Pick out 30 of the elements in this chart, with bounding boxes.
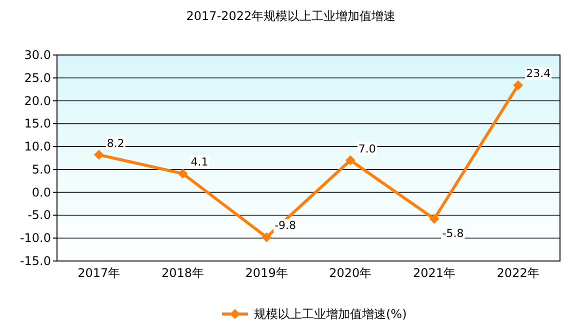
data-label: -5.8	[442, 226, 464, 240]
y-tick-label: 15.0	[24, 116, 51, 131]
point	[513, 80, 524, 90]
point	[429, 214, 440, 224]
y-tick-label: 5.0	[32, 162, 51, 176]
point	[262, 232, 272, 242]
data-label: -9.8	[274, 219, 296, 232]
y-tick-label: -10.0	[20, 231, 51, 246]
x-tick-label: 2020年	[329, 266, 372, 280]
y-tick-label: 25.0	[24, 70, 51, 85]
x-tick-label: 2018年	[161, 266, 204, 280]
y-tick-label: 30.0	[24, 48, 51, 62]
y-tick-label: -5.0	[28, 208, 51, 222]
y-tick-label: 10.0	[24, 140, 51, 154]
x-tick-label: 2021年	[412, 266, 456, 280]
y-tick-label: 0.0	[32, 185, 51, 200]
y-tick-label: -15.0	[20, 254, 51, 268]
chart-title: 2017-2022年规模以上工业增加值增速	[186, 9, 396, 23]
data-label: 4.1	[190, 156, 208, 169]
x-tick-label: 2019年	[245, 266, 288, 280]
legend-label: 规模以上工业增加值增速(%)	[254, 307, 407, 321]
data-label: 23.4	[526, 67, 551, 80]
x-tick-label: 2022年	[496, 266, 540, 280]
data-label: 7.0	[358, 142, 376, 156]
y-tick-label: 20.0	[24, 94, 51, 108]
point	[178, 168, 188, 179]
point	[345, 155, 356, 166]
point	[94, 150, 104, 160]
data-label: 8.2	[106, 136, 124, 150]
x-tick-label: 2017年	[78, 266, 120, 280]
